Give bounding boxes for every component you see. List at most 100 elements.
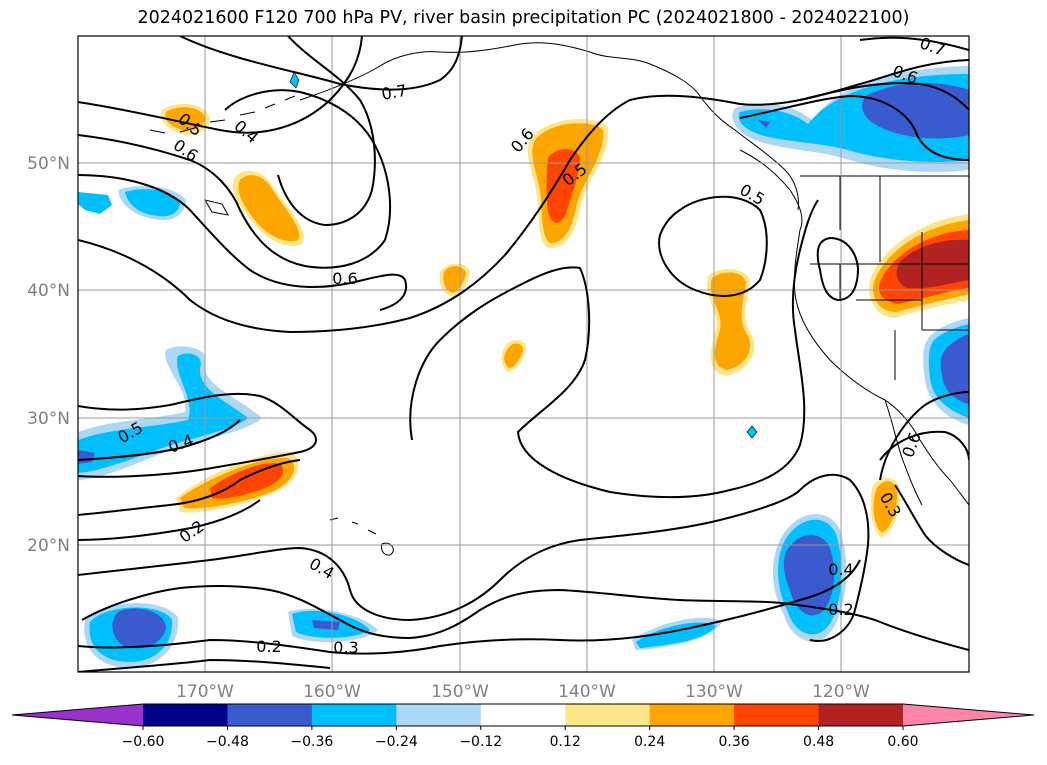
alaska-coast — [299, 42, 799, 211]
colorbar-segment — [565, 704, 651, 726]
contour-wnw-loop — [816, 236, 860, 302]
precip-shading — [78, 66, 969, 668]
colorbar-segment — [227, 704, 313, 726]
gridlines — [78, 36, 969, 672]
shade-w2b — [125, 189, 180, 217]
shade-p6-red — [210, 463, 284, 499]
contour-07-ne — [859, 36, 969, 51]
lon-label: 130°W — [685, 682, 743, 702]
colorbar-extend-low — [12, 704, 143, 726]
colorbar-extend-high — [903, 704, 1034, 726]
colorbar-segment — [649, 704, 735, 726]
colorbar-tick-label: −0.60 — [122, 734, 165, 750]
contour-label: 0.7 — [380, 81, 408, 104]
shade-swus-blue — [940, 334, 969, 404]
shade-p4 — [504, 343, 524, 368]
shade-se-blue — [783, 534, 835, 616]
contour-05-aleut — [78, 89, 392, 269]
contour-label: 0.2 — [176, 517, 208, 547]
colorbar-tick-label: 0.36 — [719, 734, 750, 750]
contour-03-south — [78, 559, 861, 655]
lon-label: 160°W — [303, 682, 361, 702]
colorbar-tick-label: −0.36 — [290, 734, 333, 750]
shade-se2-cyan — [636, 622, 716, 648]
pv-contours — [78, 36, 969, 672]
colorbar-segment — [734, 704, 820, 726]
shade-sw2-blue — [312, 620, 340, 630]
contour-label: 0.5 — [736, 180, 768, 209]
contour-04-far-se — [879, 430, 969, 461]
shade-sw1-blue — [112, 608, 166, 649]
contour-05-ne — [739, 94, 969, 161]
colorbar-tick-label: 0.24 — [634, 734, 665, 750]
shade-bc-small — [758, 120, 770, 128]
map-frame — [77, 35, 970, 673]
shade-p8 — [873, 481, 898, 533]
lat-label: 20°N — [27, 536, 70, 556]
lon-label: 140°W — [558, 682, 616, 702]
contour-06-ne — [799, 82, 969, 111]
shade-p2 — [238, 175, 300, 242]
shade-bc-blue — [862, 83, 969, 139]
hawaii — [329, 517, 394, 556]
contour-06-trough — [277, 36, 376, 227]
contour-05-ridge — [409, 199, 819, 499]
colorbar-segment — [143, 704, 228, 726]
map-area: 0.7 0.6 0.5 0.4 0.6 0.5 0.6 0.5 0.6 0.7 … — [78, 33, 969, 672]
lon-label: 150°W — [431, 682, 489, 702]
contour-04-se — [799, 473, 870, 642]
lat-label: 30°N — [27, 409, 70, 429]
colorbar-tick-label: −0.48 — [206, 734, 249, 750]
aleutian-chain — [149, 95, 296, 134]
longitude-labels: 170°W 160°W 150°W 140°W 130°W 120°W — [176, 682, 870, 702]
contour-02-bottom — [78, 658, 331, 672]
contour-05-eddy — [658, 195, 768, 297]
colorbar-tick-label: 0.12 — [550, 734, 581, 750]
baja — [884, 399, 923, 506]
contour-04-south — [78, 489, 801, 622]
contour-label: 0.2 — [828, 600, 853, 619]
colorbar-segment — [480, 704, 566, 726]
contour-label: 0.6 — [170, 135, 202, 165]
shade-w1 — [78, 192, 112, 214]
colorbar-tick-label: 0.60 — [887, 734, 918, 750]
coastlines — [149, 42, 969, 556]
contour-05-west — [78, 419, 241, 461]
lat-label: 50°N — [27, 154, 70, 174]
contour-02-west — [78, 459, 301, 516]
contour-label: 0.3 — [333, 638, 358, 657]
colorbar-tick-label: −0.12 — [459, 734, 502, 750]
colorbar-segment — [396, 704, 482, 726]
contour-07-aleut — [179, 36, 463, 91]
lon-label: 120°W — [812, 682, 870, 702]
state-borders — [810, 176, 969, 380]
contour-label: 0.4 — [230, 116, 262, 147]
shade-p5-red — [546, 149, 580, 223]
contour-label: 0.2 — [256, 637, 281, 656]
lat-label: 40°N — [27, 281, 70, 301]
contour-label: 0.6 — [332, 269, 357, 288]
contour-02-south — [81, 584, 969, 651]
colorbar-segment — [311, 704, 397, 726]
contour-06-aleut-north — [78, 36, 363, 134]
contour-03-se — [894, 484, 969, 566]
colorbar-tick-label: 0.48 — [803, 734, 834, 750]
colorbar: −0.60 −0.48 −0.36 −0.24 −0.12 0.12 0.24 0.36 0.4… — [11, 703, 1035, 750]
contour-06-central — [78, 174, 408, 311]
sea-island — [203, 199, 229, 216]
bc-coast — [739, 149, 803, 231]
latitude-labels: 50°N 40°N 30°N 20°N — [27, 154, 70, 556]
shade-small-diamond — [746, 425, 758, 439]
shade-sub-cyan — [78, 353, 248, 473]
contour-04-west — [78, 392, 317, 478]
contour-06-swus — [879, 391, 969, 481]
map-title: 2024021600 F120 700 hPa PV, river basin … — [137, 8, 910, 28]
colorbar-tick-label: −0.24 — [375, 734, 418, 750]
shade-small-drop — [289, 71, 300, 89]
contour-label: 0.4 — [306, 554, 338, 583]
contour-label: 0.4 — [828, 560, 853, 579]
contour-label: 0.7 — [917, 33, 947, 60]
colorbar-segment — [818, 704, 904, 726]
us-west-coast — [793, 229, 969, 506]
